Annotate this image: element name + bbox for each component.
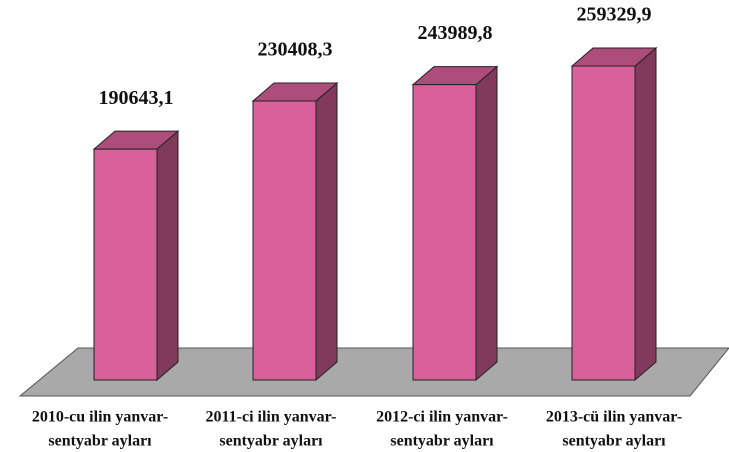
x-tick-label: 2010-cu ilin yanvar- [32,409,168,426]
bar-front [93,148,158,381]
x-tick-label: 2011-ci ilin yanvar- [206,409,337,426]
x-tick-label: 2012-ci ilin yanvar- [376,409,508,426]
value-label: 230408,3 [258,39,333,61]
bar-side [315,81,338,382]
floor [18,347,729,397]
bar [251,81,339,382]
value-label: 243989,8 [418,22,493,44]
bar-side [475,65,498,382]
value-label: 259329,9 [577,4,652,26]
x-tick-label: sentyabr ayları [48,433,152,450]
bar-side [156,130,179,382]
x-tick-label: sentyabr ayları [219,433,323,450]
bar-front [412,84,477,381]
bar [92,130,180,382]
bar-front [252,100,317,381]
bar-side [634,46,657,382]
x-tick-label: sentyabr ayları [562,433,666,450]
x-tick-label: sentyabr ayları [390,433,494,450]
value-label: 190643,1 [99,87,174,109]
bar [570,46,658,382]
x-tick-label: 2013-cü ilin yanvar- [546,409,682,426]
bar [411,65,499,382]
bar-front [571,65,636,381]
